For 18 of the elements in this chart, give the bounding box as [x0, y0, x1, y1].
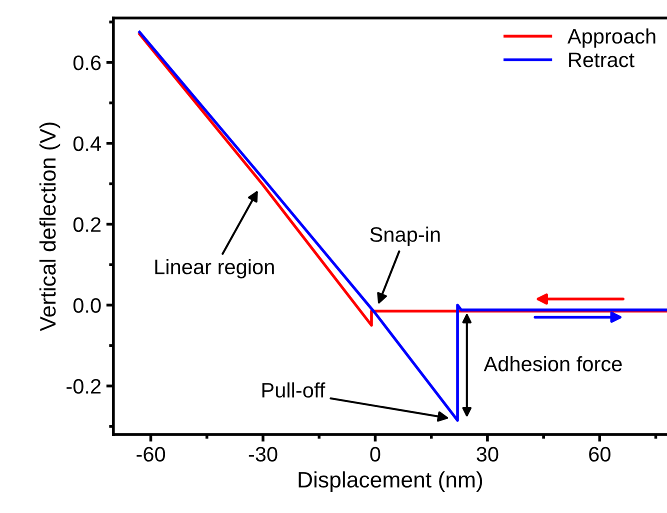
- x-axis-title: Displacement (nm): [298, 471, 482, 492]
- y-tick-label: 0.4: [73, 136, 101, 152]
- legend-label: Retract: [569, 52, 634, 68]
- x-tick-label: 30: [476, 446, 498, 462]
- x-tick-label: 0: [370, 446, 380, 462]
- y-tick-label: -0.2: [66, 378, 101, 394]
- y-axis-title: Vertical deflection (V): [39, 122, 60, 332]
- y-tick-label: 0.2: [73, 217, 101, 232]
- legend-label: Approach: [567, 28, 656, 48]
- x-tick-label: -60: [136, 446, 166, 462]
- x-tick-label: -30: [248, 446, 278, 462]
- annotation: Snap-in: [370, 226, 440, 246]
- y-tick-label: 0.0: [73, 298, 101, 313]
- y-tick-label: 0.6: [73, 55, 101, 70]
- annotation: Pull-off: [262, 382, 326, 398]
- annotation: Linear region: [155, 258, 274, 278]
- x-tick-label: 60: [589, 446, 610, 462]
- annotation: Adhesion force: [484, 356, 622, 372]
